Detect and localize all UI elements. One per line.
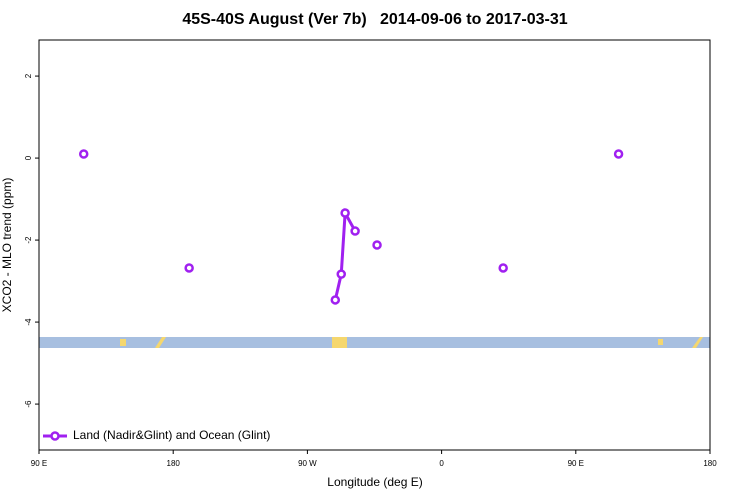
point [184, 263, 194, 273]
point [372, 240, 382, 250]
y-tick-label: -4 [24, 318, 33, 326]
y-axis-label: XCO2 - MLO trend (ppm) [0, 178, 14, 313]
plot-frame [38, 39, 711, 451]
y-tick-label: 2 [24, 73, 33, 78]
point [498, 263, 508, 273]
y-tick-label: -2 [24, 236, 33, 244]
x-tick-label: 0 [439, 459, 444, 468]
x-tick-label: 180 [167, 459, 181, 468]
point [613, 149, 624, 159]
point [340, 208, 350, 218]
x-tick-label: 90 E [568, 459, 584, 468]
y-tick-label: 0 [24, 155, 33, 160]
series-line [335, 154, 618, 300]
x-tick-label: 90 W [298, 459, 317, 468]
x-tick-label: 180 [703, 459, 717, 468]
legend-label: Land (Nadir&Glint) and Ocean (Glint) [73, 428, 270, 442]
x-tick-label: 90 E [31, 459, 47, 468]
legend-marker [50, 431, 60, 441]
y-tick-label: -6 [24, 400, 33, 408]
point [330, 295, 341, 305]
point [350, 226, 360, 236]
chart-title: 45S-40S August (Ver 7b) 2014-09-06 to 20… [182, 11, 567, 28]
point [336, 269, 346, 279]
point [78, 149, 89, 159]
x-axis-label: Longitude (deg E) [327, 475, 422, 489]
map-strip [39, 337, 710, 348]
